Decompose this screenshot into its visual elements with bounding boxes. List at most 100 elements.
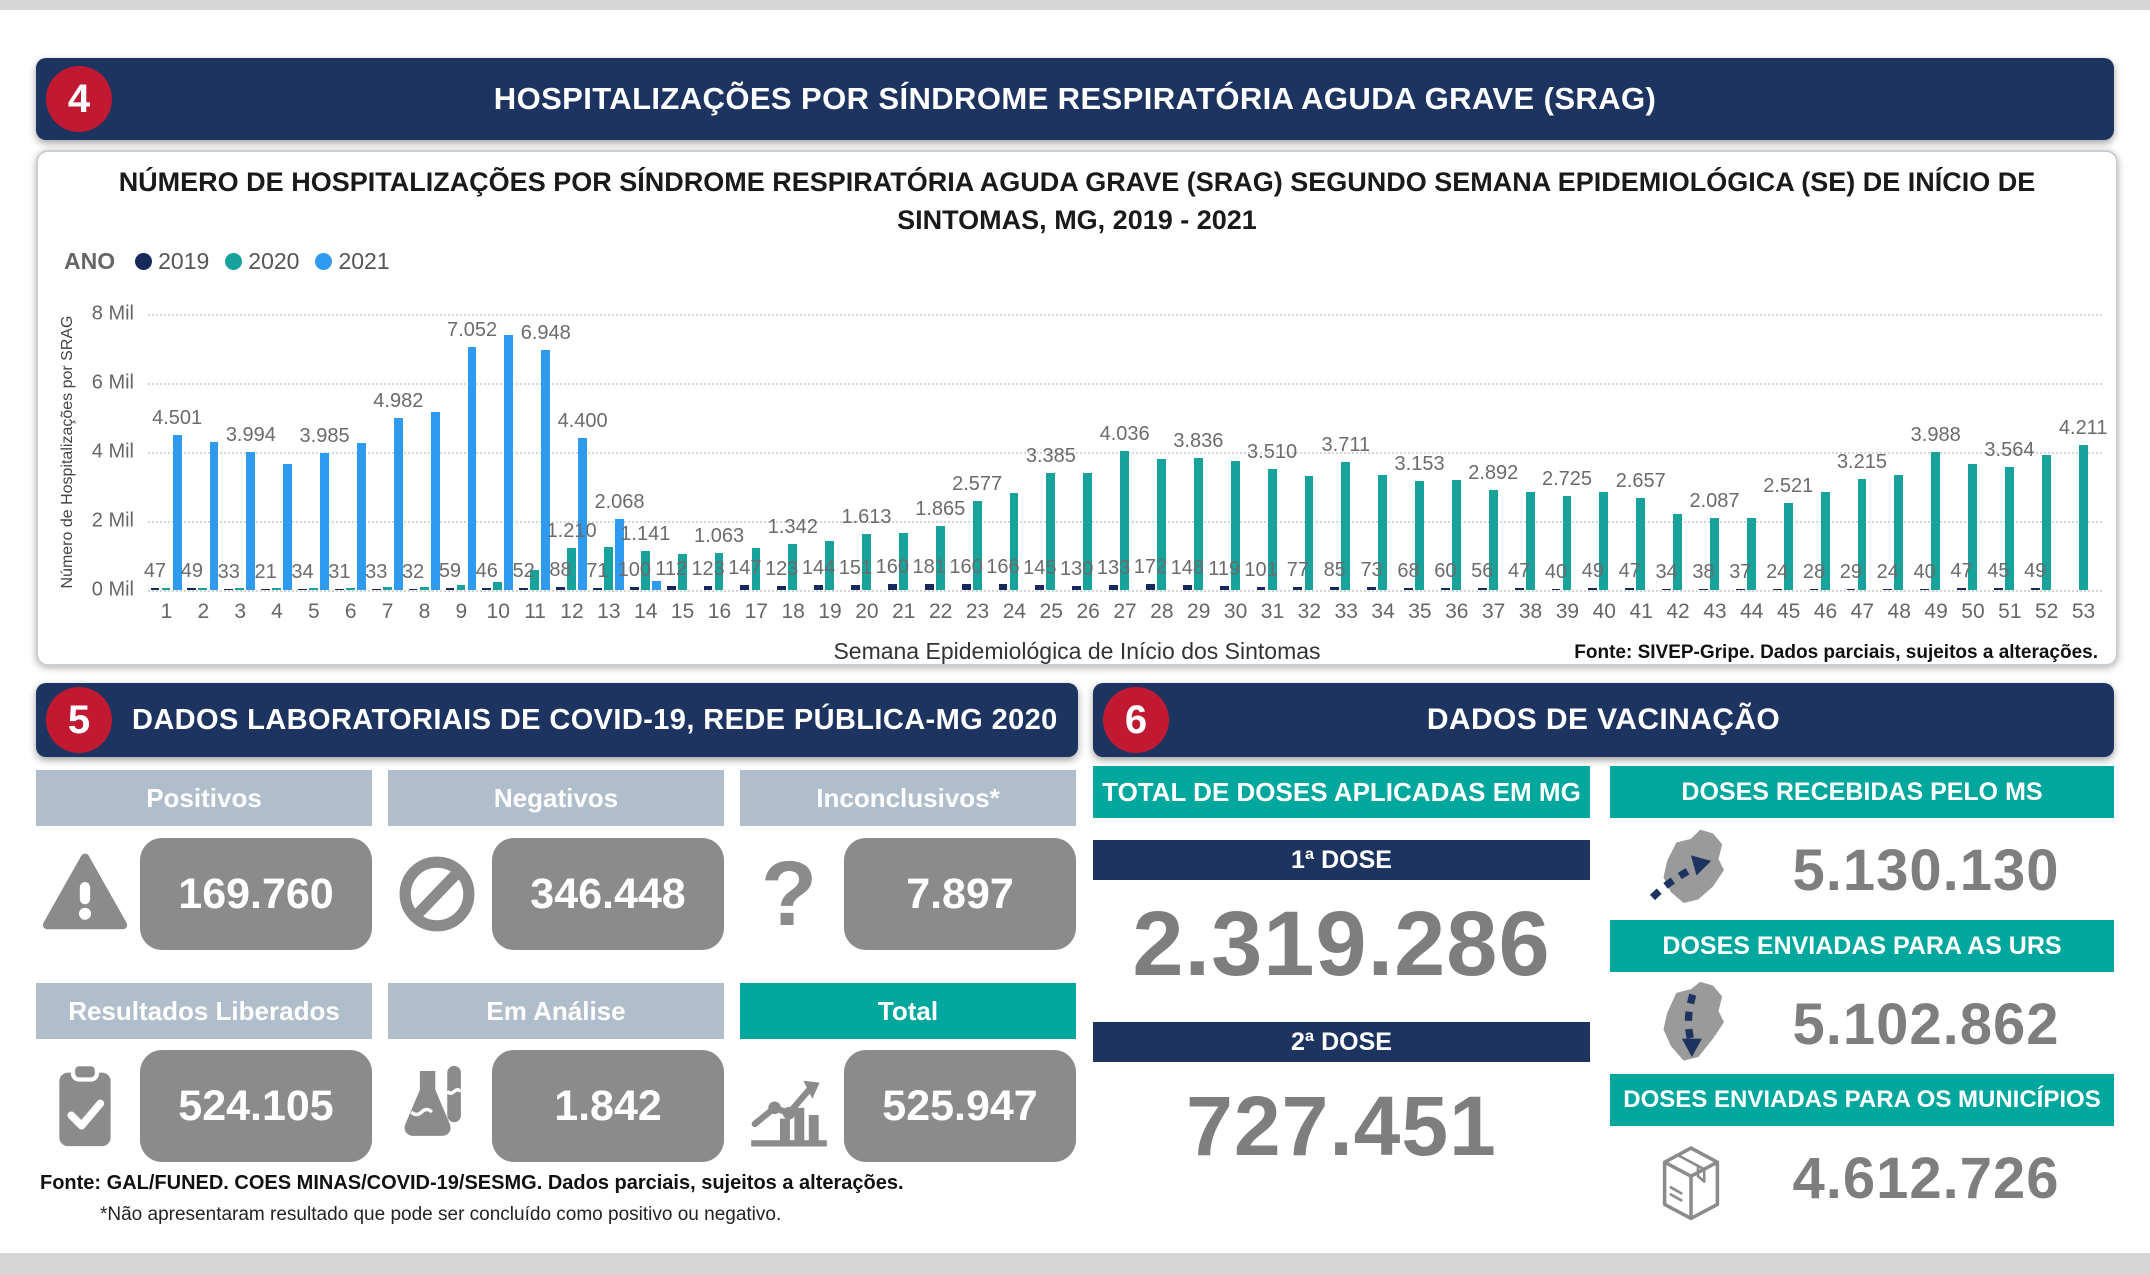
bar-2020-week-1[interactable] <box>161 587 171 590</box>
bar-2019-week-20[interactable] <box>851 584 860 590</box>
bar-2019-week-23[interactable] <box>961 584 971 590</box>
bar-2020-week-38[interactable] <box>1525 492 1535 590</box>
bar-2019-week-11[interactable] <box>519 588 529 590</box>
bar-2020-week-26[interactable] <box>1083 472 1093 590</box>
bar-2020-week-13[interactable] <box>604 547 613 590</box>
bar-2021-week-4[interactable] <box>283 464 293 590</box>
bar-2020-week-41[interactable] <box>1636 498 1646 590</box>
bar-2020-week-42[interactable] <box>1673 514 1683 590</box>
bar-2019-week-32[interactable] <box>1293 587 1303 590</box>
bar-2019-week-17[interactable] <box>740 584 750 590</box>
bar-2021-week-2[interactable] <box>209 441 219 590</box>
bar-2019-week-36[interactable] <box>1440 587 1450 590</box>
bar-2019-week-5[interactable] <box>298 588 307 590</box>
bar-2020-week-15[interactable] <box>677 554 687 590</box>
bar-2019-week-8[interactable] <box>408 588 418 590</box>
bar-2020-week-19[interactable] <box>825 540 835 590</box>
bar-2020-week-53[interactable] <box>2078 444 2088 590</box>
bar-2019-week-45[interactable] <box>1772 589 1782 590</box>
bar-2020-week-51[interactable] <box>2005 467 2014 590</box>
bar-2020-week-40[interactable] <box>1599 491 1609 590</box>
legend-item-2021[interactable]: 2021 <box>315 248 390 275</box>
bar-2020-week-21[interactable] <box>898 532 908 590</box>
bar-2019-week-24[interactable] <box>998 584 1008 590</box>
bar-2019-week-48[interactable] <box>1883 589 1893 590</box>
bar-2020-week-31[interactable] <box>1267 468 1277 590</box>
bar-2019-week-18[interactable] <box>777 585 787 590</box>
bar-2020-week-44[interactable] <box>1746 517 1756 590</box>
bar-2020-week-50[interactable] <box>1968 463 1977 590</box>
bar-2021-week-14[interactable] <box>651 581 661 590</box>
bar-2019-week-29[interactable] <box>1182 584 1192 590</box>
bar-2020-week-47[interactable] <box>1857 479 1867 590</box>
bar-2020-week-39[interactable] <box>1562 496 1572 590</box>
bar-2019-week-52[interactable] <box>2030 588 2040 590</box>
bar-2019-week-43[interactable] <box>1699 588 1708 590</box>
bar-2020-week-9[interactable] <box>456 584 466 590</box>
bar-2019-week-31[interactable] <box>1256 586 1266 590</box>
bar-2020-week-7[interactable] <box>382 587 392 590</box>
bar-2020-week-28[interactable] <box>1157 458 1166 590</box>
bar-2020-week-10[interactable] <box>493 582 503 590</box>
bar-2021-week-1[interactable] <box>172 434 182 590</box>
bar-2020-week-18[interactable] <box>788 543 798 590</box>
bar-2019-week-16[interactable] <box>703 585 713 590</box>
bar-2019-week-2[interactable] <box>187 588 197 590</box>
bar-2020-week-45[interactable] <box>1783 503 1793 590</box>
bar-2019-week-1[interactable] <box>150 588 160 590</box>
bar-2021-week-5[interactable] <box>320 452 329 590</box>
bar-2019-week-21[interactable] <box>887 584 897 590</box>
bar-2021-week-12[interactable] <box>578 438 588 590</box>
bar-2019-week-15[interactable] <box>666 586 676 590</box>
bar-2019-week-46[interactable] <box>1809 589 1819 590</box>
bar-2019-week-39[interactable] <box>1551 588 1561 590</box>
bar-2019-week-49[interactable] <box>1920 588 1930 590</box>
bar-2019-week-51[interactable] <box>1993 588 2003 590</box>
bar-2019-week-25[interactable] <box>1035 585 1045 590</box>
bar-2020-week-33[interactable] <box>1341 461 1351 590</box>
legend-item-2019[interactable]: 2019 <box>135 248 209 275</box>
bar-2019-week-28[interactable] <box>1146 584 1155 590</box>
bar-2019-week-27[interactable] <box>1109 585 1118 590</box>
bar-2019-week-9[interactable] <box>445 587 455 590</box>
bar-2019-week-40[interactable] <box>1588 588 1598 590</box>
bar-2019-week-7[interactable] <box>371 588 381 590</box>
bar-2020-week-16[interactable] <box>714 553 724 590</box>
bar-2019-week-33[interactable] <box>1330 587 1340 590</box>
bar-2020-week-12[interactable] <box>567 548 577 590</box>
bar-2019-week-38[interactable] <box>1514 588 1524 590</box>
bar-2019-week-47[interactable] <box>1846 589 1856 590</box>
bar-2020-week-52[interactable] <box>2041 455 2051 590</box>
bar-2020-week-17[interactable] <box>751 548 761 590</box>
bar-2020-week-30[interactable] <box>1230 460 1240 590</box>
bar-2020-week-20[interactable] <box>862 534 871 590</box>
bar-2020-week-11[interactable] <box>530 570 540 590</box>
bar-2021-week-10[interactable] <box>504 334 514 590</box>
bar-2019-week-6[interactable] <box>334 588 344 590</box>
bar-2019-week-50[interactable] <box>1957 588 1966 590</box>
bar-2021-week-8[interactable] <box>430 412 440 590</box>
bar-2020-week-14[interactable] <box>640 550 650 590</box>
bar-2021-week-13[interactable] <box>615 518 624 590</box>
bar-2021-week-9[interactable] <box>467 346 477 590</box>
bar-2020-week-35[interactable] <box>1415 481 1424 590</box>
bar-2019-week-10[interactable] <box>482 588 492 590</box>
bar-2019-week-19[interactable] <box>814 585 824 590</box>
bar-2020-week-6[interactable] <box>345 587 355 590</box>
bar-2019-week-12[interactable] <box>556 586 565 590</box>
bar-2019-week-35[interactable] <box>1404 587 1413 590</box>
bar-2020-week-22[interactable] <box>935 525 945 590</box>
bar-2019-week-42[interactable] <box>1662 588 1671 590</box>
bar-2019-week-37[interactable] <box>1477 588 1487 590</box>
bar-2020-week-5[interactable] <box>309 587 318 590</box>
bar-2020-week-32[interactable] <box>1304 476 1314 590</box>
bar-2020-week-27[interactable] <box>1120 450 1130 590</box>
bar-2020-week-34[interactable] <box>1378 474 1388 590</box>
bar-2021-week-11[interactable] <box>541 350 551 590</box>
bar-2021-week-3[interactable] <box>246 452 256 590</box>
bar-2020-week-36[interactable] <box>1452 479 1461 590</box>
bar-2020-week-49[interactable] <box>1931 452 1941 590</box>
bar-2021-week-6[interactable] <box>357 443 366 590</box>
bar-2020-week-2[interactable] <box>198 587 208 590</box>
bar-2020-week-37[interactable] <box>1488 490 1498 590</box>
